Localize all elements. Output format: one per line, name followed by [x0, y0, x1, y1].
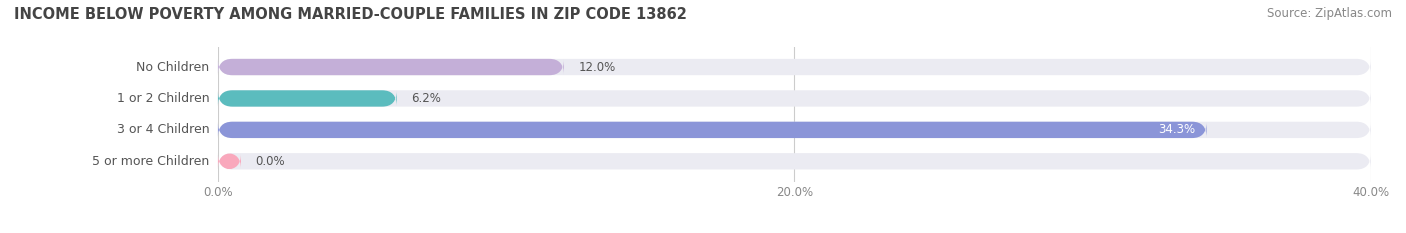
Text: 12.0%: 12.0% — [578, 61, 616, 74]
FancyBboxPatch shape — [218, 122, 1371, 138]
Text: 3 or 4 Children: 3 or 4 Children — [117, 123, 209, 136]
FancyBboxPatch shape — [218, 153, 1371, 169]
Text: 5 or more Children: 5 or more Children — [91, 155, 209, 168]
FancyBboxPatch shape — [218, 90, 1371, 107]
FancyBboxPatch shape — [218, 59, 1371, 75]
FancyBboxPatch shape — [218, 59, 564, 75]
Text: INCOME BELOW POVERTY AMONG MARRIED-COUPLE FAMILIES IN ZIP CODE 13862: INCOME BELOW POVERTY AMONG MARRIED-COUPL… — [14, 7, 688, 22]
Text: 34.3%: 34.3% — [1159, 123, 1195, 136]
Text: 6.2%: 6.2% — [411, 92, 441, 105]
Text: No Children: No Children — [136, 61, 209, 74]
FancyBboxPatch shape — [218, 122, 1206, 138]
Text: 0.0%: 0.0% — [256, 155, 285, 168]
FancyBboxPatch shape — [218, 90, 396, 107]
FancyBboxPatch shape — [218, 153, 240, 169]
Text: Source: ZipAtlas.com: Source: ZipAtlas.com — [1267, 7, 1392, 20]
Text: 1 or 2 Children: 1 or 2 Children — [117, 92, 209, 105]
